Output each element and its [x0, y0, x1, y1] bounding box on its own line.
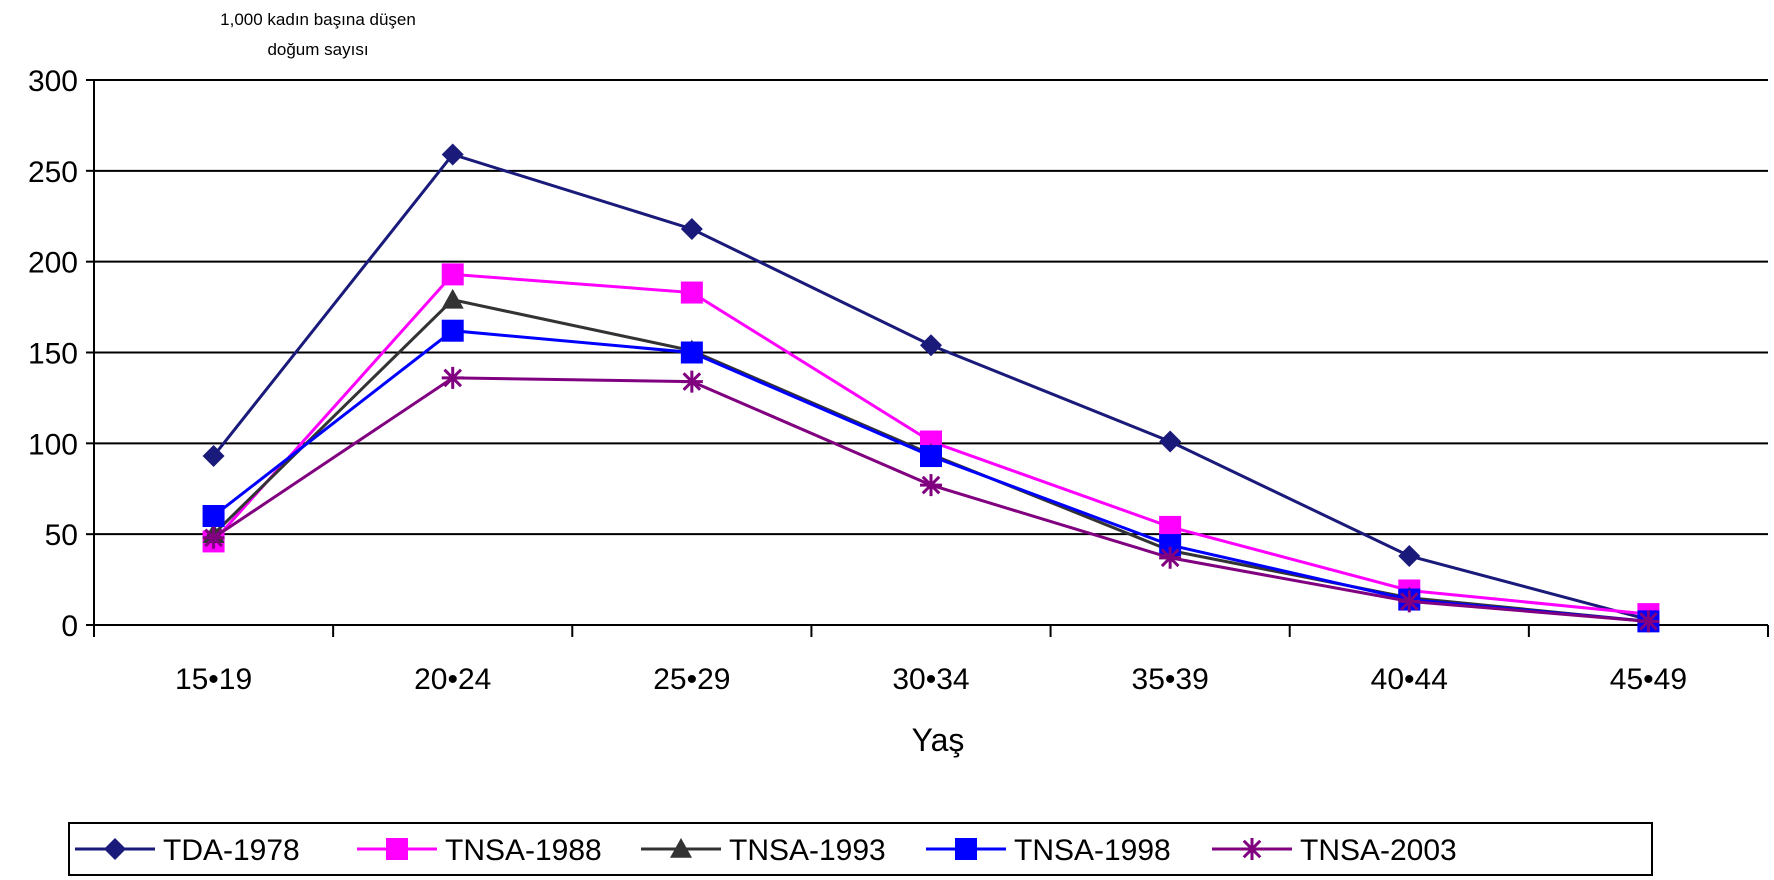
legend-item: TNSA-1998	[926, 834, 1171, 867]
series-line	[212, 152, 1649, 621]
x-tick-label: 35•39	[1132, 663, 1209, 696]
legend-marker	[104, 838, 126, 860]
legend-marker	[1241, 838, 1263, 860]
x-axis-title: Yaş	[912, 722, 965, 758]
data-point	[202, 445, 225, 468]
legend-label: TNSA-1998	[1014, 834, 1171, 867]
x-tick-label: 20•24	[414, 663, 491, 696]
x-tick-label: 25•29	[653, 663, 730, 696]
y-tick-label: 200	[28, 247, 78, 280]
data-point	[680, 217, 703, 240]
legend: TDA-1978 TNSA-1988 TNSA-1993 TNSA-1998 TNSA-…	[68, 822, 1653, 876]
y-tick-label: 0	[61, 610, 78, 643]
x-tick-label: 15•19	[175, 663, 252, 696]
legend-label: TNSA-1988	[445, 834, 602, 867]
y-axis-title-line-1: 1,000 kadın başına düşen	[220, 10, 416, 29]
data-point	[441, 143, 464, 166]
data-point	[1159, 515, 1182, 538]
data-point	[920, 445, 942, 468]
legend-item: TNSA-1988	[357, 834, 602, 867]
data-point	[202, 505, 225, 527]
legend-frame	[68, 822, 1653, 876]
legend-label: TDA-1978	[163, 834, 300, 867]
data-point	[680, 370, 703, 393]
legend-marker	[386, 838, 408, 860]
legend-label: TNSA-2003	[1300, 834, 1457, 867]
legend-marker	[955, 838, 977, 860]
series-tnsa-2003	[202, 366, 1660, 633]
legend-marker	[670, 838, 692, 858]
legend-item: TNSA-2003	[1212, 834, 1457, 867]
data-point	[1398, 590, 1421, 613]
legend-item: TDA-1978	[75, 834, 300, 867]
data-point	[920, 334, 942, 357]
legend-item: TNSA-1993	[641, 834, 886, 867]
x-tick-label: 40•44	[1371, 663, 1448, 696]
data-point	[441, 263, 464, 286]
series-layer	[202, 143, 1660, 633]
y-tick-label: 50	[45, 519, 78, 552]
data-point	[441, 319, 464, 342]
y-tick-label: 250	[28, 156, 78, 189]
y-tick-label: 150	[28, 338, 78, 371]
data-point	[441, 288, 464, 309]
data-point	[202, 526, 225, 549]
x-tick-label: 30•34	[892, 663, 969, 696]
data-point	[680, 341, 703, 364]
data-point	[441, 366, 464, 389]
y-axis-title-line-2: doğum sayısı	[267, 40, 368, 59]
data-point	[1159, 430, 1182, 453]
data-point	[1398, 544, 1421, 567]
x-axis: 15•19 20•24 25•29 30•34 35•39 40•44 45•49	[93, 80, 1769, 696]
y-axis-ticks: 0 50 100 150 200 250 300	[28, 65, 94, 643]
series-tda-1978	[202, 143, 1660, 631]
legend-label: TNSA-1993	[729, 834, 886, 867]
data-point	[1637, 610, 1660, 633]
y-tick-label: 100	[28, 428, 78, 461]
series-line	[212, 376, 1649, 623]
y-tick-label: 300	[28, 65, 78, 98]
data-point	[680, 281, 703, 304]
data-point	[1159, 546, 1182, 569]
x-tick-label: 45•49	[1610, 663, 1687, 696]
data-point	[920, 474, 942, 497]
